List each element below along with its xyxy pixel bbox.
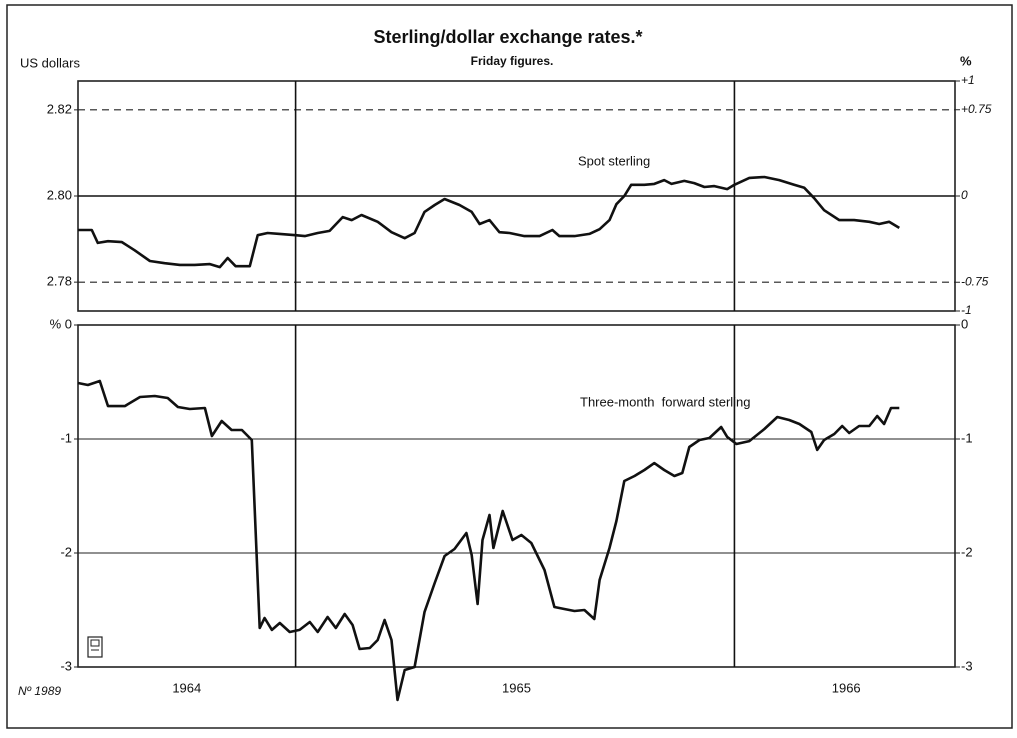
y2-tick-label: +0.75 xyxy=(961,102,992,116)
y2-tick-label: -1 xyxy=(961,303,972,317)
y-tick-label: -2 xyxy=(60,544,72,559)
y-tick-label: -3 xyxy=(60,658,72,673)
y2-tick-label: -2 xyxy=(961,544,973,559)
y2-tick-label: -1 xyxy=(961,430,973,445)
series-label: Spot sterling xyxy=(578,153,650,168)
y2-tick-label: -0.75 xyxy=(961,274,989,288)
y2-tick-label: 0 xyxy=(961,188,968,202)
x-tick-label: 1964 xyxy=(172,680,201,695)
y-tick-label: -1 xyxy=(60,430,72,445)
series-label: Three-month forward sterling xyxy=(580,394,751,409)
y2-tick-label: +1 xyxy=(961,73,975,87)
y-tick-label: 2.78 xyxy=(47,274,72,289)
y-tick-label: % 0 xyxy=(50,316,72,331)
chart-subtitle: Friday figures. xyxy=(471,54,554,68)
y-tick-label: 2.80 xyxy=(47,187,72,202)
series-line xyxy=(77,379,900,702)
page-frame xyxy=(6,4,1013,729)
series-line xyxy=(78,175,900,269)
chart-title: Sterling/dollar exchange rates.* xyxy=(373,27,642,47)
x-tick-label: 1966 xyxy=(832,680,861,695)
y2-tick-label: -3 xyxy=(961,658,973,673)
logo-icon xyxy=(87,636,103,658)
y2-tick-label: 0 xyxy=(961,316,968,331)
footer-note: Nº 1989 xyxy=(18,684,61,698)
y-tick-label: 2.82 xyxy=(47,101,72,116)
y-axis-label: US dollars xyxy=(20,55,80,70)
x-tick-label: 1965 xyxy=(502,680,531,695)
y2-axis-label: % xyxy=(960,53,972,68)
